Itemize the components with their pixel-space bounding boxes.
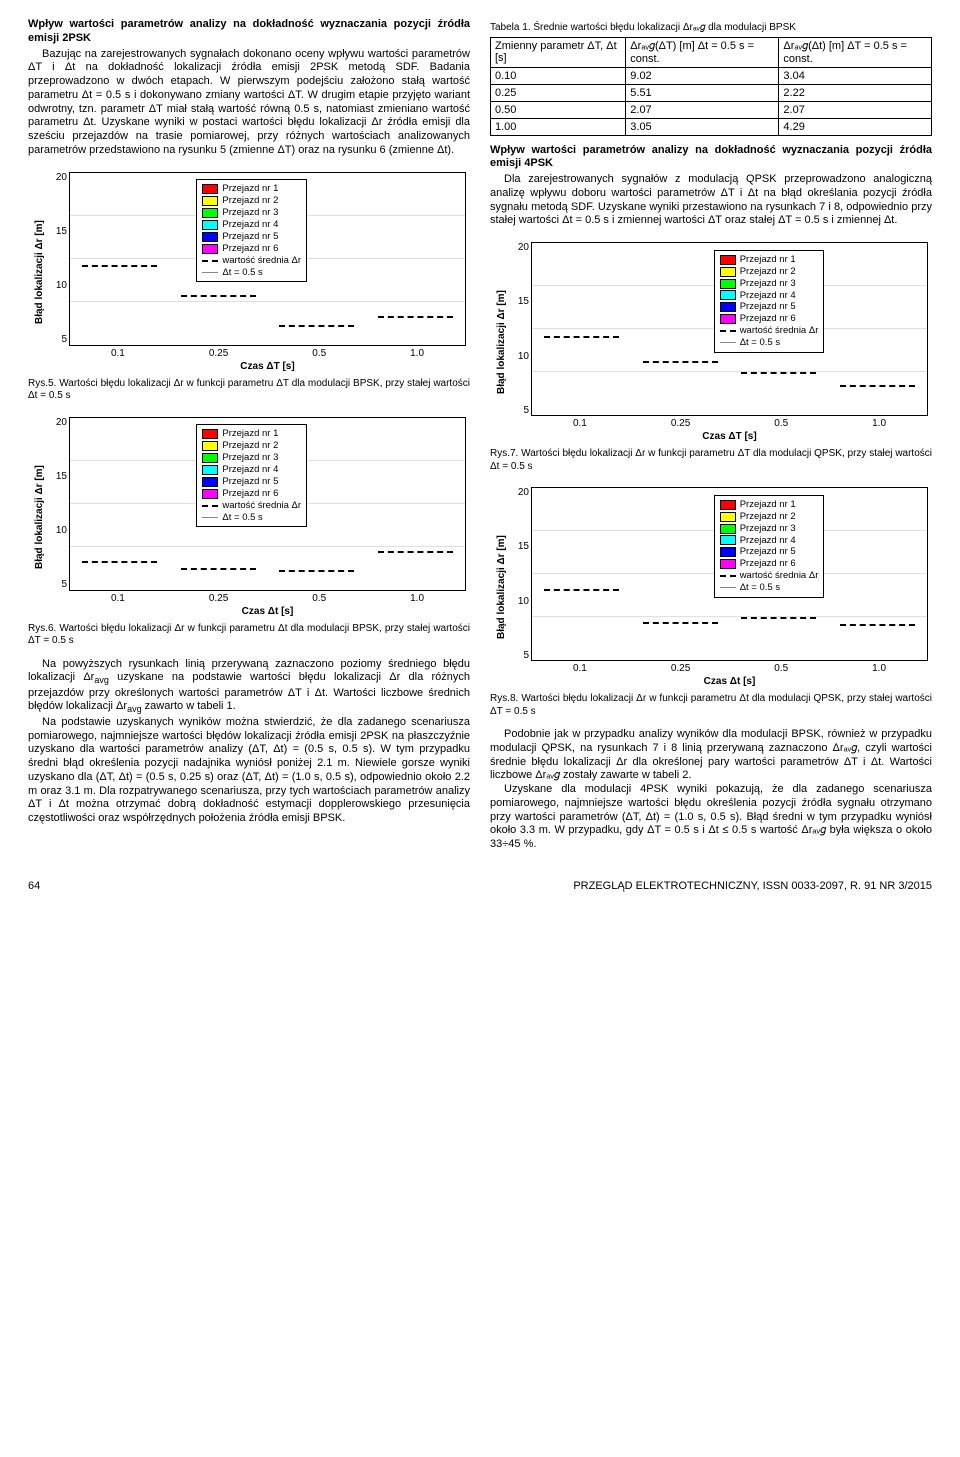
x-axis: 0.10.250.51.0	[531, 661, 928, 674]
y-axis-label: Błąd lokalizacji Δr [m]	[32, 417, 47, 617]
table-row: 0.109.023.04	[491, 67, 932, 84]
y-axis: 2015105	[509, 242, 531, 416]
caption-table1: Tabela 1. Średnie wartości błędu lokaliz…	[490, 22, 932, 35]
x-axis-label: Czas ΔT [s]	[531, 429, 928, 442]
figure-6: Błąd lokalizacji Δr [m]2015105 Przejazd n…	[28, 413, 470, 619]
figure-8: Błąd lokalizacji Δr [m]2015105 Przejazd n…	[490, 483, 932, 689]
para-results-4psk: Uzyskane dla modulacji 4PSK wyniki pokaz…	[490, 783, 932, 852]
para-avg-explain: Na powyższych rysunkach linią przerywaną…	[28, 658, 470, 716]
para-avg-explain-qpsk: Podobnie jak w przypadku analizy wyników…	[490, 728, 932, 783]
y-axis: 2015105	[47, 417, 69, 591]
section-title-2psk: Wpływ wartości parametrów analizy na dok…	[28, 18, 470, 46]
plot-area: Przejazd nr 1Przejazd nr 2Przejazd nr 3P…	[69, 417, 466, 591]
table-header: Δrₐᵥ𝑔(ΔT) [m] Δt = 0.5 s = const.	[626, 37, 779, 67]
x-axis: 0.10.250.51.0	[531, 416, 928, 429]
chart-legend: Przejazd nr 1Przejazd nr 2Przejazd nr 3P…	[196, 424, 307, 527]
left-column: Wpływ wartości parametrów analizy na dok…	[28, 18, 470, 852]
table-row: 0.502.072.07	[491, 101, 932, 118]
page-number: 64	[28, 880, 40, 892]
y-axis: 2015105	[509, 487, 531, 661]
caption-fig7: Rys.7. Wartości błędu lokalizacji Δr w f…	[490, 448, 932, 473]
chart-legend: Przejazd nr 1Przejazd nr 2Przejazd nr 3P…	[196, 179, 307, 282]
para-4psk-intro: Dla zarejestrowanych sygnałów z modulacj…	[490, 173, 932, 228]
table-header: Δrₐᵥ𝑔(Δt) [m] ΔT = 0.5 s = const.	[779, 37, 932, 67]
para-2psk-intro: Bazując na zarejestrowanych sygnałach do…	[28, 48, 470, 158]
table-1: Zmienny parametr ΔT, Δt [s]Δrₐᵥ𝑔(ΔT) [m]…	[490, 37, 932, 136]
table-row: 1.003.054.29	[491, 118, 932, 135]
chart-legend: Przejazd nr 1Przejazd nr 2Przejazd nr 3P…	[714, 250, 825, 353]
x-axis: 0.10.250.51.0	[69, 346, 466, 359]
right-column: Tabela 1. Średnie wartości błędu lokaliz…	[490, 18, 932, 852]
x-axis-label: Czas Δt [s]	[69, 604, 466, 617]
x-axis-label: Czas Δt [s]	[531, 674, 928, 687]
publication-info: PRZEGLĄD ELEKTROTECHNICZNY, ISSN 0033-20…	[573, 880, 932, 892]
table-row: 0.255.512.22	[491, 84, 932, 101]
figure-7: Błąd lokalizacji Δr [m]2015105 Przejazd n…	[490, 238, 932, 444]
y-axis-label: Błąd lokalizacji Δr [m]	[494, 242, 509, 442]
caption-fig5: Rys.5. Wartości błędu lokalizacji Δr w f…	[28, 378, 470, 403]
table-header: Zmienny parametr ΔT, Δt [s]	[491, 37, 626, 67]
x-axis: 0.10.250.51.0	[69, 591, 466, 604]
caption-fig8: Rys.8. Wartości błędu lokalizacji Δr w f…	[490, 693, 932, 718]
plot-area: Przejazd nr 1Przejazd nr 2Przejazd nr 3P…	[69, 172, 466, 346]
y-axis-label: Błąd lokalizacji Δr [m]	[32, 172, 47, 372]
page-footer: 64 PRZEGLĄD ELEKTROTECHNICZNY, ISSN 0033…	[28, 880, 932, 892]
para-results-2psk: Na podstawie uzyskanych wyników można st…	[28, 716, 470, 826]
figure-5: Błąd lokalizacji Δr [m]2015105 Przejazd n…	[28, 168, 470, 374]
y-axis: 2015105	[47, 172, 69, 346]
caption-fig6: Rys.6. Wartości błędu lokalizacji Δr w f…	[28, 623, 470, 648]
y-axis-label: Błąd lokalizacji Δr [m]	[494, 487, 509, 687]
plot-area: Przejazd nr 1Przejazd nr 2Przejazd nr 3P…	[531, 242, 928, 416]
plot-area: Przejazd nr 1Przejazd nr 2Przejazd nr 3P…	[531, 487, 928, 661]
chart-legend: Przejazd nr 1Przejazd nr 2Przejazd nr 3P…	[714, 495, 825, 598]
x-axis-label: Czas ΔT [s]	[69, 359, 466, 372]
section-title-4psk: Wpływ wartości parametrów analizy na dok…	[490, 144, 932, 172]
